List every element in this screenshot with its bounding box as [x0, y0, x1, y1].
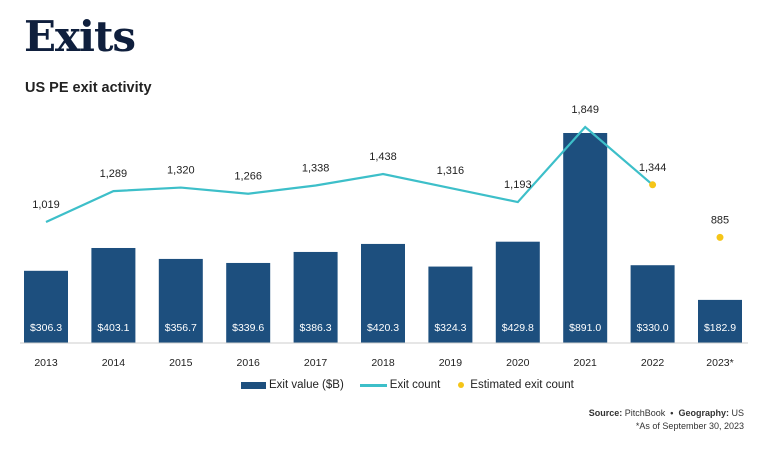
x-tick-label: 2016 [237, 357, 261, 369]
bar-2014 [91, 247, 136, 343]
x-tick-label: 2013 [34, 357, 58, 369]
bar-value-label: $891.0 [569, 322, 601, 334]
exit-count-label: 1,193 [504, 179, 532, 191]
legend-label: Exit value ($B) [269, 379, 344, 391]
legend-label: Estimated exit count [470, 379, 574, 391]
exit-count-label: 1,344 [639, 162, 667, 174]
chart-subtitle: US PE exit activity [25, 80, 152, 96]
estimated-exit-count-point [649, 181, 657, 189]
legend-item-exit-value: Exit value ($B) [241, 379, 344, 391]
source-label: Source: [588, 408, 623, 418]
legend-label: Exit count [389, 379, 441, 391]
bar-value-label: $356.7 [165, 322, 197, 334]
legend-swatch-bar [241, 381, 266, 389]
estimated-exit-count-label: 885 [711, 214, 729, 226]
exit-count-label: 1,320 [167, 165, 195, 177]
exit-count-label: 1,019 [32, 199, 60, 211]
bar-value-label: $330.0 [637, 322, 669, 334]
source-note: Source: PitchBook • Geography: US *As of… [589, 407, 744, 433]
x-tick-label: 2023* [706, 357, 733, 369]
x-tick-label: 2022 [641, 357, 665, 369]
bar-value-label: $386.3 [300, 322, 332, 334]
x-tick-label: 2019 [439, 357, 463, 369]
bar-value-label: $420.3 [367, 322, 399, 334]
legend: Exit value ($B) Exit count Estimated exi… [241, 379, 590, 391]
bar-2018 [361, 243, 405, 343]
bar-value-label: $403.1 [97, 322, 129, 334]
bar-value-label: $429.8 [502, 322, 534, 334]
bar-value-label: $306.3 [30, 322, 62, 334]
exit-count-line [45, 125, 654, 224]
legend-swatch-line [359, 383, 387, 387]
legend-item-exit-count: Exit count [359, 379, 441, 391]
x-tick-label: 2021 [574, 357, 598, 369]
exit-count-label: 1,289 [100, 168, 128, 180]
separator: • [670, 408, 674, 418]
bar-2015 [158, 258, 203, 343]
geography-value: US [731, 408, 744, 418]
bar-2022 [630, 265, 675, 343]
x-tick-label: 2014 [102, 357, 126, 369]
legend-swatch-dot [458, 382, 465, 388]
x-tick-label: 2015 [169, 357, 193, 369]
exit-count-label: 1,266 [234, 171, 262, 183]
x-tick-label: 2020 [506, 357, 530, 369]
bar-value-label: $182.9 [704, 322, 736, 334]
exit-count-label: 1,316 [437, 165, 465, 177]
x-tick-label: 2018 [371, 357, 395, 369]
bar-2013 [24, 270, 68, 343]
bar-2019 [428, 266, 473, 343]
exit-count-label: 1,849 [571, 104, 599, 116]
source-value: PitchBook [624, 408, 666, 418]
as-of-note: *As of September 30, 2023 [635, 421, 744, 431]
x-tick-label: 2017 [304, 357, 328, 369]
bar-value-label: $339.6 [232, 322, 264, 334]
geography-label: Geography: [678, 408, 729, 418]
legend-item-estimated: Estimated exit count [456, 379, 574, 391]
bar-2023* [698, 299, 742, 343]
page-title: Exits [24, 12, 136, 61]
bar-2020 [495, 241, 540, 343]
exit-activity-chart: $306.3 2013 $403.1 2014 $356.7 2015 $339.6 2016… [20, 104, 748, 369]
bar-2017 [293, 251, 338, 343]
exit-count-label: 1,438 [369, 151, 397, 163]
bar-value-label: $324.3 [434, 322, 466, 334]
bar-2021 [563, 132, 608, 343]
estimated-exit-count-point [716, 233, 724, 241]
exit-count-label: 1,338 [302, 162, 330, 174]
bar-2016 [226, 262, 271, 343]
